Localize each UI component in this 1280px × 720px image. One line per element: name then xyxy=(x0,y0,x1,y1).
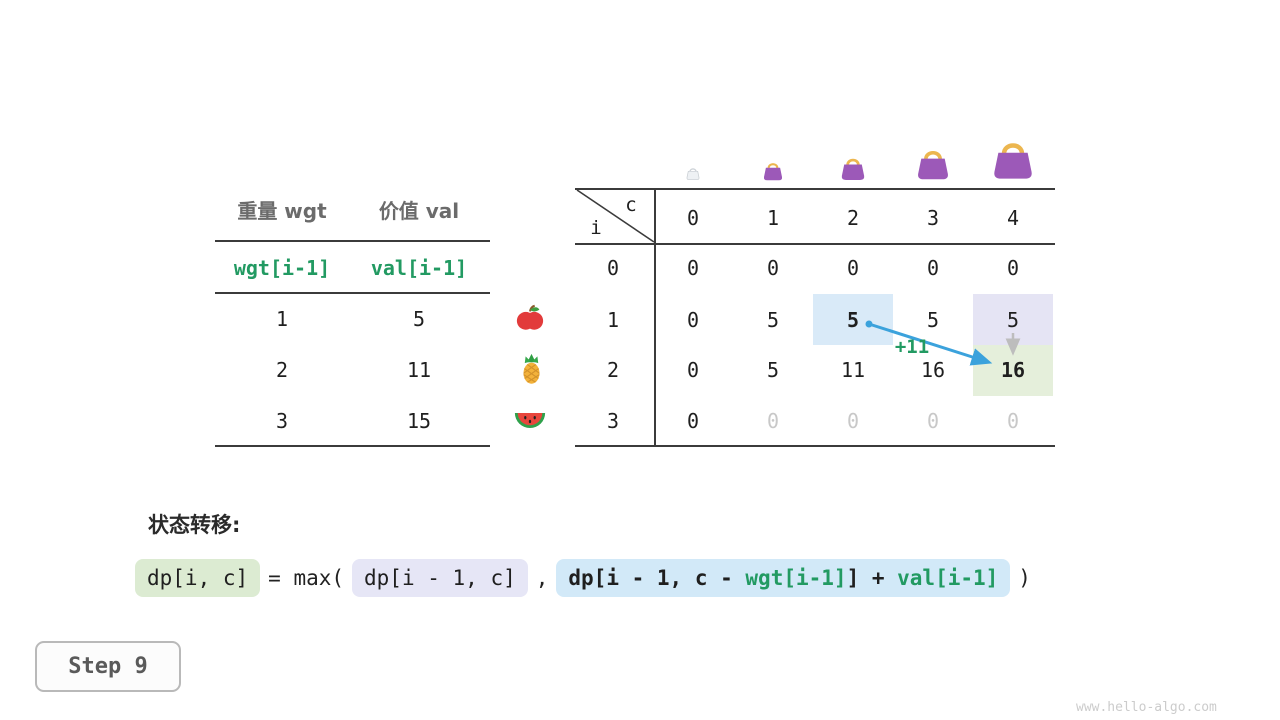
dp-col-header-2: 2 xyxy=(846,206,860,230)
watermelon-icon xyxy=(513,408,547,437)
dp-cell-2-3: 16 xyxy=(920,358,946,382)
bag-medium-icon xyxy=(838,155,868,186)
formula-option2-prefix: dp[i - 1, c - xyxy=(568,566,746,590)
dp-cell-1-0: 0 xyxy=(686,308,700,332)
transition-formula: dp[i, c] = max( dp[i - 1, c] , dp[i - 1,… xyxy=(135,559,1031,597)
dp-col-header-4: 4 xyxy=(1006,206,1020,230)
dp-col-header-1: 1 xyxy=(766,206,780,230)
item-wgt-2: 2 xyxy=(275,358,289,382)
step-button[interactable]: Step 9 xyxy=(35,641,181,692)
dp-cell-1-1: 5 xyxy=(766,308,780,332)
dp-row-header-0: 0 xyxy=(606,256,620,280)
dp-cell-0-0: 0 xyxy=(686,256,700,280)
item-table-line xyxy=(215,292,490,294)
apple-icon xyxy=(515,303,545,337)
formula-option2-wgt: wgt[i-1] xyxy=(745,566,847,590)
item-table-line xyxy=(215,445,490,447)
watermark: www.hello-algo.com xyxy=(1076,700,1217,715)
dp-table-line xyxy=(575,188,1055,190)
dp-cell-2-4: 16 xyxy=(1000,358,1026,382)
dp-cell-0-1: 0 xyxy=(766,256,780,280)
bag-small-icon xyxy=(761,160,785,186)
formula-lhs-chip: dp[i, c] xyxy=(135,559,261,597)
dp-cell-3-0: 0 xyxy=(686,409,700,433)
pineapple-icon xyxy=(518,353,545,389)
item-val-3: 15 xyxy=(406,409,432,433)
transition-heading: 状态转移: xyxy=(148,513,241,537)
dp-corner-col-label: c xyxy=(625,194,637,216)
item-table-header-val: 价值 val xyxy=(378,199,460,223)
dp-cell-1-3: 5 xyxy=(926,308,940,332)
dp-cell-0-2: 0 xyxy=(846,256,860,280)
item-wgt-1: 1 xyxy=(275,307,289,331)
arrow-value-label: +11 xyxy=(894,336,930,358)
formula-option2-val: val[i-1] xyxy=(897,566,999,590)
bag-outline-icon xyxy=(685,166,701,185)
dp-col-header-0: 0 xyxy=(686,206,700,230)
dp-corner-row-label: i xyxy=(590,217,602,239)
formula-separator: , xyxy=(535,566,549,590)
formula-equals: = max( xyxy=(268,566,345,590)
bag-xlarge-icon xyxy=(988,137,1038,186)
dp-row-header-2: 2 xyxy=(606,358,620,382)
dp-cell-3-2: 0 xyxy=(846,409,860,433)
item-val-1: 5 xyxy=(412,307,426,331)
dp-cell-0-4: 0 xyxy=(1006,256,1020,280)
dp-table-line xyxy=(575,243,1055,245)
dp-table-line xyxy=(654,188,656,445)
formula-option2-chip: dp[i - 1, c - wgt[i-1]] + val[i-1] xyxy=(556,559,1011,597)
item-table-header-wgt: 重量 wgt xyxy=(237,199,327,223)
dp-cell-0-3: 0 xyxy=(926,256,940,280)
dp-cell-1-4: 5 xyxy=(1006,308,1020,332)
dp-row-header-3: 3 xyxy=(606,409,620,433)
item-val-2: 11 xyxy=(406,358,432,382)
formula-option2-mid: ] + xyxy=(846,566,898,590)
dp-row-header-1: 1 xyxy=(606,308,620,332)
dp-cell-3-4: 0 xyxy=(1006,409,1020,433)
dp-cell-2-1: 5 xyxy=(766,358,780,382)
dp-col-header-3: 3 xyxy=(926,206,940,230)
dp-cell-2-0: 0 xyxy=(686,358,700,382)
item-table-line xyxy=(215,240,490,242)
item-table: 重量 wgt 价值 val wgt[i-1] val[i-1] 1 5 2 11… xyxy=(215,186,490,448)
dp-corner-diagonal xyxy=(576,189,655,243)
dp-table: c i 0 1 2 3 4 0 1 2 3 0 0 0 0 0 0 5 5 5 … xyxy=(575,188,1055,448)
dp-cell-3-1: 0 xyxy=(766,409,780,433)
item-wgt-3: 3 xyxy=(275,409,289,433)
item-table-formula-val: val[i-1] xyxy=(370,256,468,280)
dp-cell-1-2: 5 xyxy=(846,308,860,332)
formula-option1-chip: dp[i - 1, c] xyxy=(352,559,528,597)
dp-table-line xyxy=(575,445,1055,447)
formula-close-paren: ) xyxy=(1018,566,1031,590)
bag-large-icon xyxy=(913,146,953,186)
item-table-formula-wgt: wgt[i-1] xyxy=(233,256,331,280)
dp-cell-3-3: 0 xyxy=(926,409,940,433)
dp-cell-2-2: 11 xyxy=(840,358,866,382)
